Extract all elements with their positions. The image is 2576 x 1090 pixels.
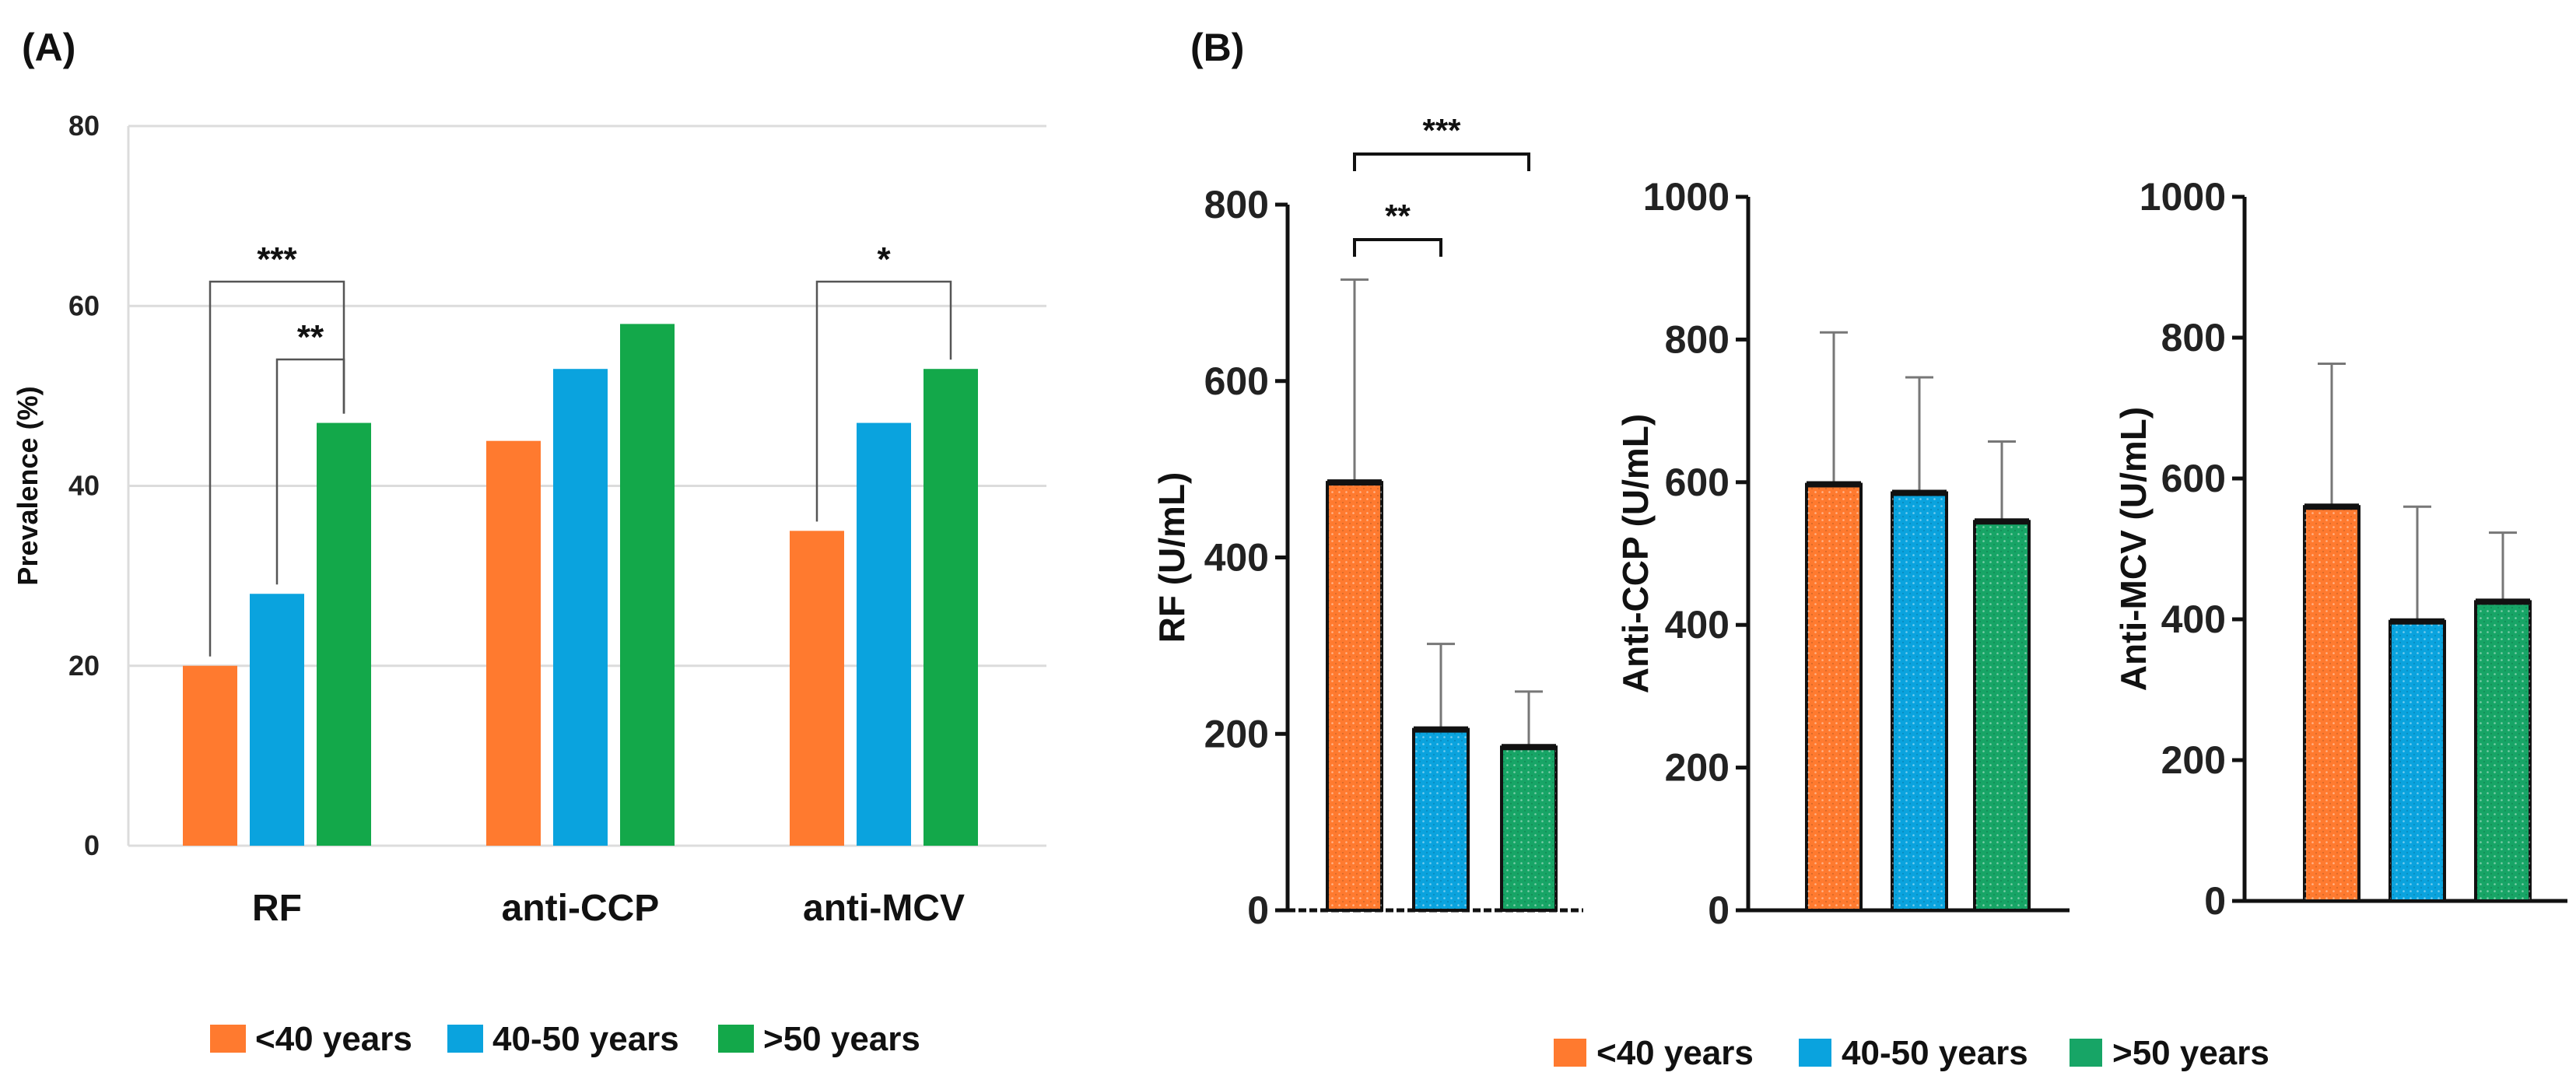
a-bar-3-1 [790, 531, 844, 846]
legend-b: <40 years 40-50 years >50 years [1554, 1034, 2269, 1072]
a-y-tick: 80 [68, 110, 100, 142]
b-bar-texture [2476, 601, 2530, 901]
a-bar-1-1 [183, 665, 237, 846]
a-significance-bracket [275, 358, 345, 585]
b-y-tick: 600 [2161, 457, 2226, 500]
b-y-tick: 200 [2161, 738, 2226, 782]
b-y-tick: 1000 [1643, 175, 1730, 219]
chart-a-prevalence: 0 20 40 60 80 Prevalence (%) RF anti-CCP anti-MC… [12, 110, 1046, 929]
b-y-tick: 1000 [2140, 175, 2226, 219]
b-legend-swatch [2070, 1039, 2102, 1067]
b-significance-label: *** [1422, 112, 1461, 149]
b-significance-label: ** [1385, 198, 1411, 234]
a-bar-3-2 [857, 422, 911, 846]
a-significance-bracket [815, 280, 952, 522]
a-significance-bracket [209, 280, 345, 657]
b-bar-texture [2304, 506, 2359, 901]
b-y-tick: 400 [1204, 536, 1269, 580]
a-legend-swatch [210, 1025, 246, 1053]
panel-a-label: (A) [22, 26, 75, 69]
a-category-label: anti-CCP [502, 888, 660, 929]
b-bar-texture [1327, 482, 1382, 910]
b-y-axis-title: Anti-CCP (U/mL) [1615, 414, 1656, 693]
b-y-tick: 800 [1204, 183, 1269, 226]
b-legend-swatch [1554, 1039, 1586, 1067]
a-legend-swatch [718, 1025, 754, 1053]
a-category-label: anti-MCV [803, 888, 965, 929]
b-y-axis-title: Anti-MCV (U/mL) [2113, 407, 2154, 691]
b-legend-swatch [1799, 1039, 1831, 1067]
a-y-tick: 20 [68, 650, 100, 682]
b-y-tick: 200 [1204, 712, 1269, 755]
a-bar-2-2 [553, 369, 608, 846]
b-y-axis-title: RF (U/mL) [1151, 472, 1192, 643]
a-y-tick: 40 [68, 470, 100, 502]
b-significance-bracket [1353, 152, 1530, 171]
b-y-tick: 200 [1665, 746, 1730, 790]
b-bar-texture [1975, 521, 2029, 910]
a-legend-swatch [447, 1025, 483, 1053]
b-significance-bracket [1353, 238, 1442, 257]
b-bar-texture [2390, 621, 2445, 901]
a-bar-1-2 [250, 594, 304, 846]
a-significance-label: *** [257, 240, 297, 279]
b-y-tick: 0 [1708, 888, 1730, 932]
a-bar-2-1 [486, 440, 541, 846]
b-legend-label: <40 years [1596, 1034, 1754, 1072]
b-bar-texture [1807, 484, 1861, 910]
chart-b-anti-ccp: 0 200 400 600 800 1000 Anti-CCP (U/mL) [1615, 175, 2070, 932]
b-y-tick: 800 [1665, 317, 1730, 361]
chart-b-anti-mcv: 0 200 400 600 800 1000 Anti-MCV (U/mL) [2113, 175, 2567, 923]
b-y-tick: 600 [1665, 461, 1730, 504]
a-y-axis-title: Prevalence (%) [12, 386, 44, 585]
b-bar-texture [1502, 747, 1556, 910]
b-bar-texture [1892, 492, 1947, 910]
b-y-tick: 800 [2161, 316, 2226, 359]
b-y-tick: 400 [2161, 598, 2226, 641]
b-y-tick: 0 [1247, 888, 1269, 932]
a-y-tick: 0 [84, 829, 100, 861]
a-legend-label: >50 years [763, 1020, 920, 1058]
b-y-tick: 400 [1665, 603, 1730, 647]
a-legend-label: <40 years [255, 1020, 412, 1058]
a-bar-1-3 [317, 422, 371, 846]
a-significance-label: ** [297, 318, 324, 356]
b-y-tick: 600 [1204, 359, 1269, 403]
a-bar-3-3 [924, 369, 978, 846]
b-bar-texture [1414, 729, 1468, 910]
b-y-tick: 0 [2204, 879, 2226, 923]
a-legend-label: 40-50 years [492, 1020, 679, 1058]
b-legend-label: 40-50 years [1842, 1034, 2028, 1072]
a-significance-label: * [877, 240, 891, 279]
legend-a: <40 years 40-50 years >50 years [210, 1020, 920, 1058]
a-y-tick: 60 [68, 289, 100, 321]
a-bar-2-3 [620, 324, 675, 846]
panel-b-label: (B) [1190, 26, 1244, 69]
a-category-label: RF [252, 888, 302, 929]
b-legend-label: >50 years [2112, 1034, 2269, 1072]
